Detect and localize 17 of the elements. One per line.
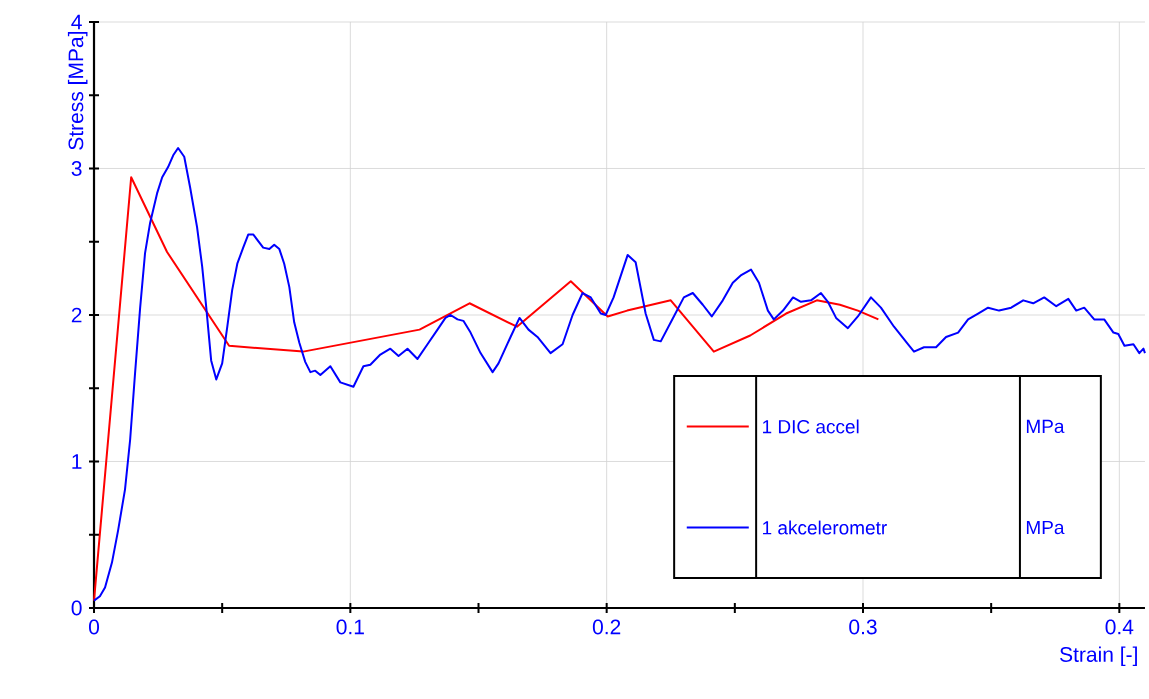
x-tick-label: 0.3 bbox=[849, 619, 877, 635]
y-tick-label: 1 bbox=[72, 454, 82, 469]
legend-label: 1 DIC accel bbox=[763, 419, 859, 434]
x-tick-label: 0 bbox=[88, 619, 100, 635]
y-tick-label: 4 bbox=[71, 14, 82, 30]
annotation: MPa bbox=[1026, 419, 1065, 434]
x-tick-label: 0.2 bbox=[592, 619, 621, 635]
annotation: MPa bbox=[1026, 520, 1065, 535]
x-axis-title: Strain [-] bbox=[1060, 646, 1137, 667]
x-tick-label: 0.4 bbox=[1105, 619, 1134, 635]
y-tick-label: 0 bbox=[71, 600, 82, 616]
legend-label: 1 akcelerometr bbox=[763, 520, 887, 535]
y-axis-title: Stress [MPa] bbox=[67, 32, 88, 150]
x-tick-label: 0.1 bbox=[336, 619, 364, 635]
y-tick-label: 2 bbox=[71, 307, 82, 323]
line-series bbox=[93, 146, 1146, 602]
y-tick-label: 3 bbox=[71, 161, 82, 176]
